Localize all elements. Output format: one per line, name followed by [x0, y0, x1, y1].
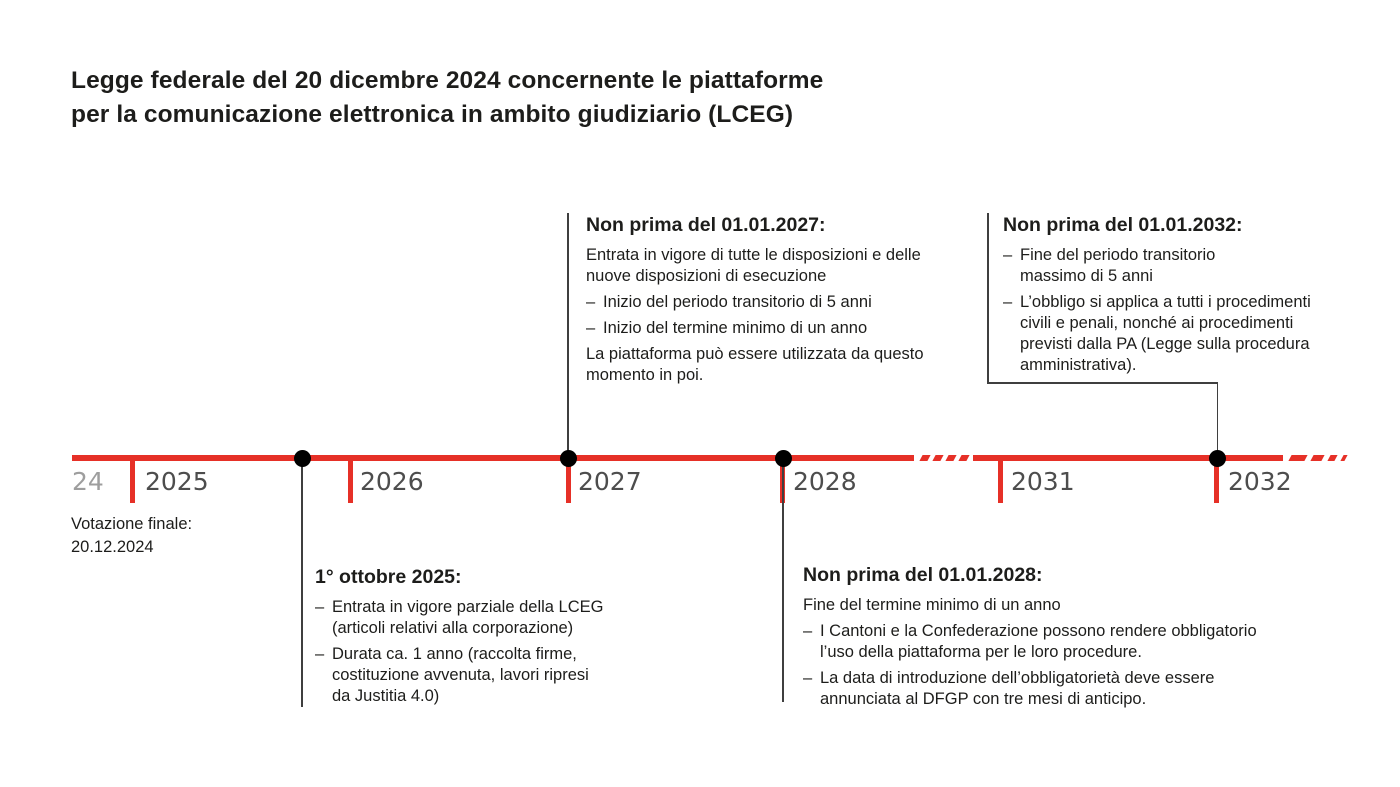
timeline-end-dash [1288, 455, 1308, 461]
event-block-2028: Non prima del 01.01.2028: Fine del termi… [803, 563, 1257, 715]
page-title: Legge federale del 20 dicembre 2024 conc… [71, 67, 824, 128]
event-block-2032: Non prima del 01.01.2032: – Fine del per… [1003, 213, 1311, 381]
connector-2027 [567, 213, 569, 458]
final-vote-date: 20.12.2024 [71, 538, 154, 556]
tick-2031 [998, 455, 1003, 503]
timeline-break-dash [958, 455, 970, 461]
bullet-item: – Inizio del periodo transitorio di 5 an… [586, 292, 924, 313]
timeline-end-dash [1340, 455, 1348, 461]
tick-2025 [130, 455, 135, 503]
final-vote-label: Votazione finale: [71, 515, 193, 533]
timeline-break-dash [932, 455, 944, 461]
bullet-item: – Fine del periodo transitorio massimo d… [1003, 245, 1311, 287]
bullet-marker: – [1003, 293, 1013, 311]
event-dot-oct2025 [294, 450, 311, 467]
bullet-marker: – [1003, 246, 1013, 264]
bullet-text: Inizio del periodo transitorio di 5 anni [603, 293, 872, 311]
tick-2032 [1214, 455, 1219, 503]
paragraph: Entrata in vigore di tutte le disposizio… [586, 246, 921, 285]
paragraph: La piattaforma può essere utilizzata da … [586, 345, 924, 384]
connector-2032-right [1216, 382, 1219, 458]
timeline-break-dash [945, 455, 957, 461]
event-block-oct2025: 1° ottobre 2025: – Entrata in vigore par… [315, 565, 603, 712]
event-heading: Non prima del 01.01.2032: [1003, 214, 1243, 236]
connector-2032-left [987, 213, 989, 383]
bullet-text: I Cantoni e la Confederazione possono re… [820, 622, 1257, 661]
bullet-marker: – [803, 622, 813, 640]
bullet-item: – I Cantoni e la Confederazione possono … [803, 621, 1257, 663]
bullet-text: Inizio del termine minimo di un anno [603, 319, 868, 337]
event-dot-2028 [775, 450, 792, 467]
bullet-text: L’obbligo si applica a tutti i procedime… [1020, 293, 1311, 374]
year-label-2032: 2032 [1228, 467, 1292, 496]
tick-2026 [348, 455, 353, 503]
event-heading: Non prima del 01.01.2028: [803, 564, 1043, 586]
bullet-item: – Durata ca. 1 anno (raccolta firme, cos… [315, 644, 603, 707]
timeline-break-dash [919, 455, 931, 461]
connector-2028 [782, 458, 784, 702]
final-vote-note: Votazione finale: 20.12.2024 [71, 513, 192, 559]
year-label-2027: 2027 [578, 467, 642, 496]
year-label-2026: 2026 [360, 467, 424, 496]
bullet-marker: – [803, 669, 813, 687]
year-label-2025: 2025 [145, 467, 209, 496]
bullet-marker: – [586, 319, 596, 337]
bullet-text: La data di introduzione dell’obbligatori… [820, 669, 1215, 708]
connector-oct2025 [301, 458, 303, 707]
year-label-2031: 2031 [1011, 467, 1075, 496]
timeline-segment-left [72, 455, 914, 461]
bullet-text: Entrata in vigore parziale della LCEG (a… [332, 598, 604, 637]
bullet-item: – La data di introduzione dell’obbligato… [803, 668, 1257, 710]
bullet-marker: – [315, 598, 325, 616]
connector-2032-horizontal [987, 382, 1218, 384]
event-dot-2032 [1209, 450, 1226, 467]
timeline-end-dash [1327, 455, 1338, 461]
event-block-2027: Non prima del 01.01.2027: Entrata in vig… [586, 213, 924, 391]
bullet-item: – Inizio del termine minimo di un anno [586, 318, 924, 339]
timeline-end-dash [1310, 455, 1325, 461]
event-heading: Non prima del 01.01.2027: [586, 214, 826, 236]
bullet-marker: – [315, 645, 325, 663]
paragraph: Fine del termine minimo di un anno [803, 596, 1061, 614]
year-label-24: 24 [72, 467, 104, 496]
bullet-item: – Entrata in vigore parziale della LCEG … [315, 597, 603, 639]
bullet-text: Fine del periodo transitorio massimo di … [1020, 246, 1216, 285]
tick-2027 [566, 455, 571, 503]
year-label-2028: 2028 [793, 467, 857, 496]
timeline-segment-right [973, 455, 1283, 461]
event-dot-2027 [560, 450, 577, 467]
bullet-item: – L’obbligo si applica a tutti i procedi… [1003, 292, 1311, 376]
bullet-text: Durata ca. 1 anno (raccolta firme, costi… [332, 645, 589, 705]
bullet-marker: – [586, 293, 596, 311]
event-heading: 1° ottobre 2025: [315, 566, 462, 588]
